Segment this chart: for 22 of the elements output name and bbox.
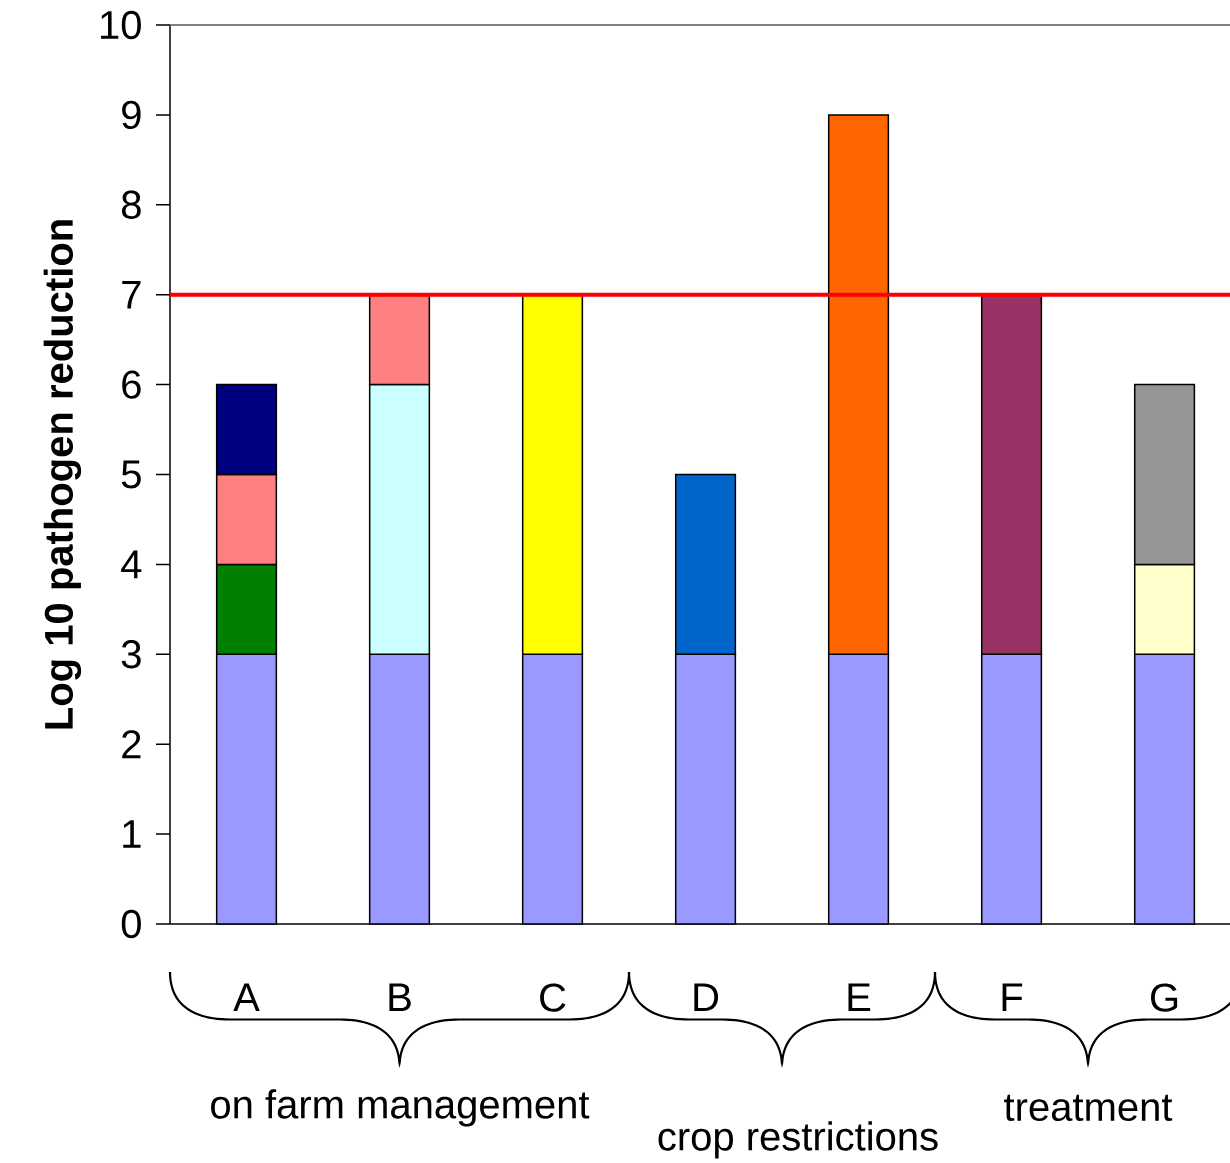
y-tick-label: 9 [122, 100, 141, 130]
text: treatment [1004, 1094, 1173, 1122]
y-tick-label: 6 [122, 370, 141, 399]
x-tick-label: C [540, 983, 566, 1012]
x-tick-label: B [389, 983, 411, 1012]
y-tick-label: 2 [122, 730, 141, 759]
x-tick-label: G [1151, 983, 1178, 1012]
y-tick-label: 1 [123, 820, 141, 848]
y-tick-label: 0 [121, 909, 141, 939]
y-tick-label: 8 [121, 190, 141, 219]
x-tick-label: F [1002, 983, 1023, 1012]
y-tick-label: 10 [101, 10, 141, 40]
text: crop restrictions [658, 1121, 938, 1159]
x-tick-label: A [233, 983, 260, 1012]
y-tick-label: 4 [121, 550, 142, 579]
y-tick-label: 3 [121, 640, 141, 669]
y-axis-title: Log 10 pathogen reduction [43, 220, 82, 729]
y-tick-label: 7 [122, 280, 141, 309]
x-tick-label: D [694, 983, 719, 1012]
x-tick-label: E [848, 983, 871, 1012]
y-tick-label: 5 [121, 460, 141, 489]
text: on farm management [211, 1089, 590, 1127]
